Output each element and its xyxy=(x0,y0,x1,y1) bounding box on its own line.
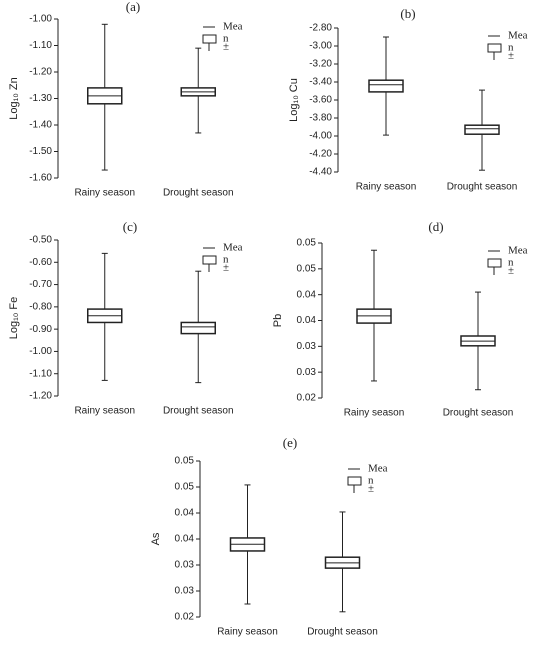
y-tick-label: -2.80 xyxy=(309,23,332,34)
y-tick-label: -1.40 xyxy=(29,120,52,131)
panel-title: (b) xyxy=(400,6,415,21)
legend-label: Mea xyxy=(508,245,528,257)
legend-label: Mea xyxy=(223,21,243,33)
y-tick-label: -0.90 xyxy=(29,324,52,335)
y-tick-label: 0.02 xyxy=(297,393,317,404)
y-tick-label: -1.20 xyxy=(29,67,52,78)
legend-label: ± xyxy=(508,50,514,62)
y-tick-label: -1.30 xyxy=(29,93,52,104)
panel-title: (c) xyxy=(123,219,137,234)
y-tick-label: -4.20 xyxy=(309,149,332,160)
y-tick-label: -1.00 xyxy=(29,14,52,25)
y-tick-label: -0.50 xyxy=(29,235,52,246)
y-axis-label: Log₁₀ Cu xyxy=(288,78,300,122)
y-axis-label: As xyxy=(150,532,162,545)
x-tick-label: Rainy season xyxy=(74,406,135,417)
y-tick-label: 0.05 xyxy=(297,263,317,274)
box xyxy=(368,79,404,93)
legend-label: ± xyxy=(368,483,374,495)
legend-label: ± xyxy=(223,262,229,274)
y-tick-label: -3.40 xyxy=(309,77,332,88)
y-tick-label: -0.70 xyxy=(29,279,52,290)
x-tick-label: Drought season xyxy=(447,182,518,193)
y-tick-label: 0.05 xyxy=(175,456,195,467)
y-tick-label: -0.80 xyxy=(29,301,52,312)
y-tick-label: -1.60 xyxy=(29,173,52,184)
box xyxy=(464,124,500,135)
legend-label: n xyxy=(508,257,514,269)
x-tick-label: Drought season xyxy=(163,406,234,417)
y-tick-label: -3.00 xyxy=(309,41,332,52)
panel-title: (a) xyxy=(126,0,140,14)
y-axis-label: Log₁₀ Zn xyxy=(8,77,20,120)
y-tick-label: 0.05 xyxy=(175,482,195,493)
y-tick-label: 0.05 xyxy=(297,238,317,249)
legend-box xyxy=(347,476,362,486)
panel-title: (e) xyxy=(283,435,297,450)
legend-label: ± xyxy=(223,41,229,53)
y-tick-label: -4.40 xyxy=(309,167,332,178)
y-tick-label: -3.80 xyxy=(309,113,332,124)
y-tick-label: -3.60 xyxy=(309,95,332,106)
y-tick-label: 0.04 xyxy=(175,534,195,545)
y-tick-label: 0.04 xyxy=(175,508,195,519)
y-tick-label: 0.03 xyxy=(175,560,195,571)
x-tick-label: Rainy season xyxy=(344,408,405,419)
box xyxy=(180,321,216,335)
x-tick-label: Rainy season xyxy=(217,627,278,638)
x-tick-label: Rainy season xyxy=(356,182,417,193)
y-tick-label: -1.50 xyxy=(29,146,52,157)
y-tick-label: -1.00 xyxy=(29,346,52,357)
y-tick-label: -1.10 xyxy=(29,368,52,379)
legend-label: n xyxy=(508,42,514,54)
x-tick-label: Drought season xyxy=(307,627,378,638)
x-tick-label: Rainy season xyxy=(74,188,135,199)
legend-box xyxy=(202,34,217,44)
y-tick-label: 0.04 xyxy=(297,315,317,326)
y-tick-label: 0.03 xyxy=(175,586,195,597)
y-tick-label: -1.10 xyxy=(29,40,52,51)
x-tick-label: Drought season xyxy=(443,408,514,419)
legend-label: n xyxy=(223,33,229,45)
y-tick-label: -4.00 xyxy=(309,131,332,142)
legend-label: n xyxy=(368,475,374,487)
y-tick-label: -0.60 xyxy=(29,257,52,268)
legend-label: Mea xyxy=(508,30,528,42)
legend-label: Mea xyxy=(223,242,243,254)
legend-label: Mea xyxy=(368,463,388,475)
y-tick-label: 0.02 xyxy=(175,612,195,623)
y-tick-label: -1.20 xyxy=(29,391,52,402)
x-tick-label: Drought season xyxy=(163,188,234,199)
legend-label: n xyxy=(223,254,229,266)
panel-title: (d) xyxy=(428,219,443,234)
legend-box xyxy=(487,258,502,268)
y-axis-label: Pb xyxy=(272,314,284,327)
y-axis-label: Log₁₀ Fe xyxy=(8,297,20,340)
y-tick-label: 0.03 xyxy=(297,341,317,352)
y-tick-label: -3.20 xyxy=(309,59,332,70)
legend-box xyxy=(487,43,502,53)
y-tick-label: 0.03 xyxy=(297,367,317,378)
legend-box xyxy=(202,255,217,265)
y-tick-label: 0.04 xyxy=(297,289,317,300)
legend-label: ± xyxy=(508,265,514,277)
